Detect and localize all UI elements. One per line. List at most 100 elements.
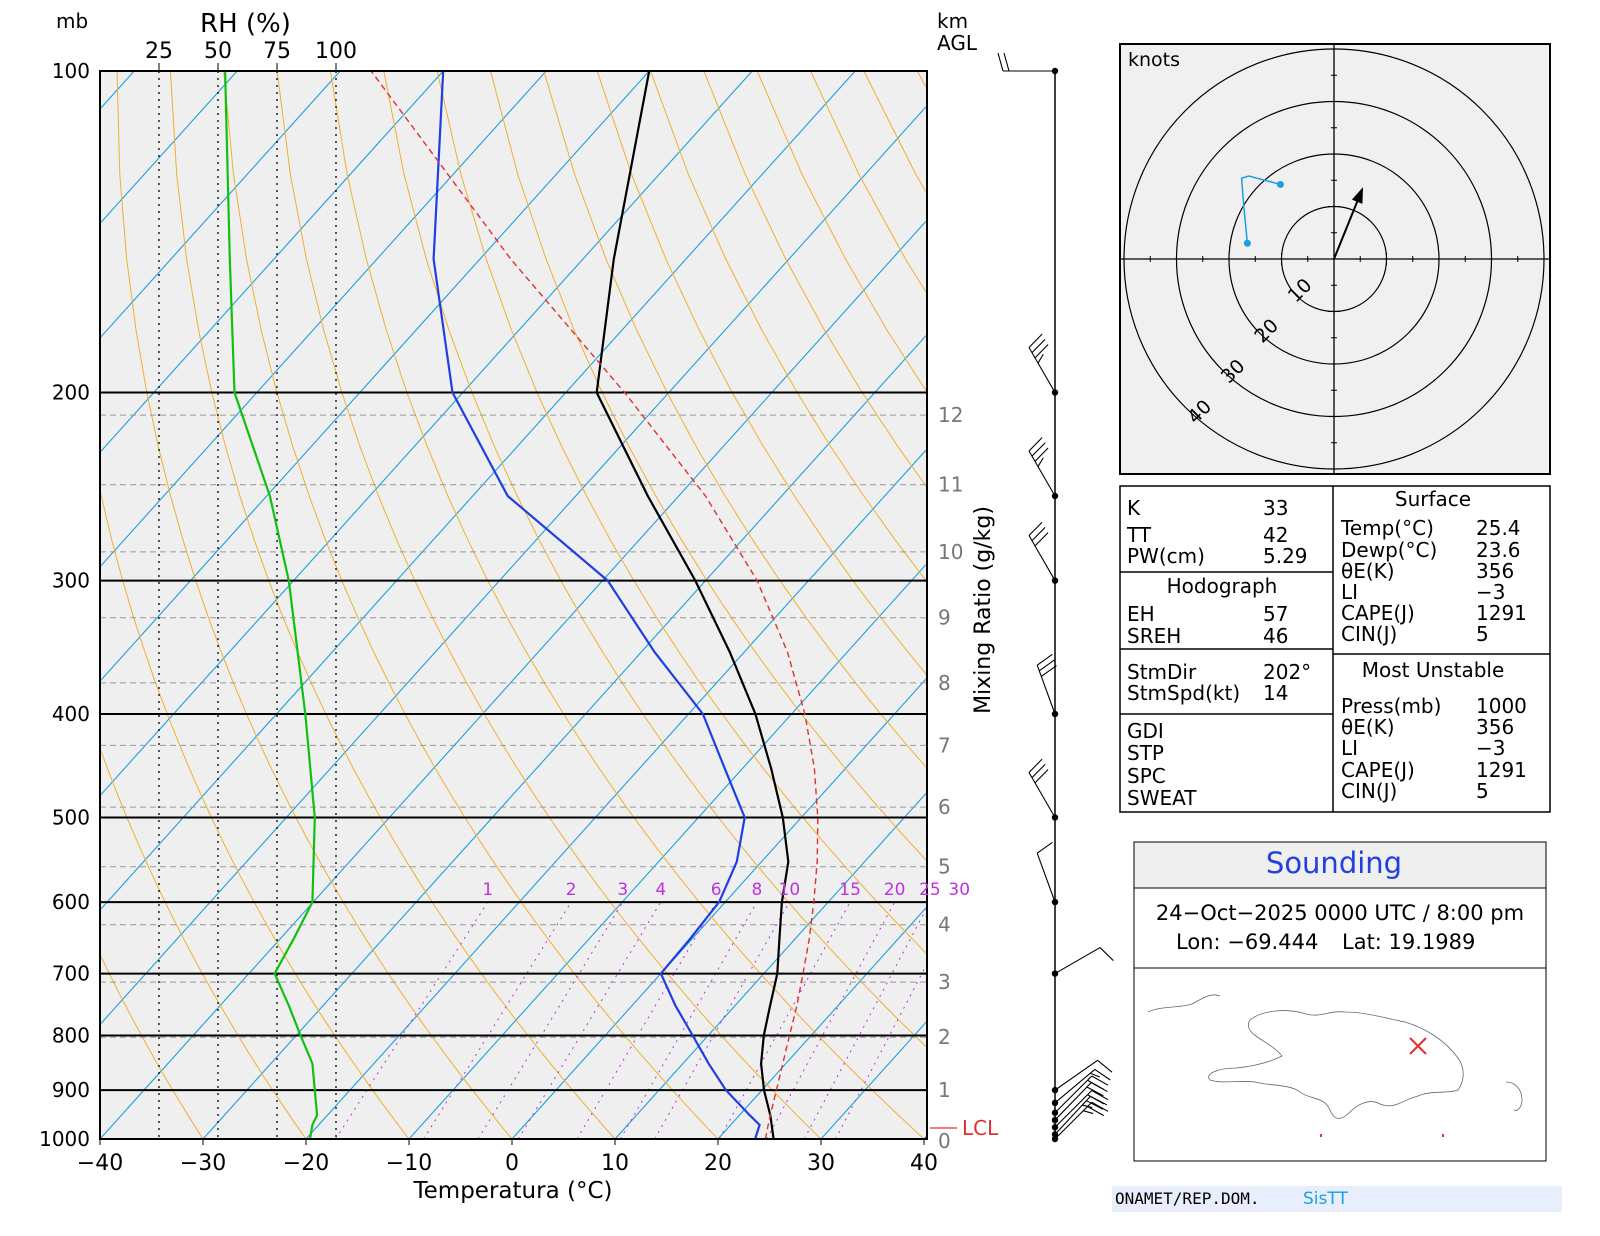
mixing-ratio-line	[803, 906, 927, 1139]
rh-axis-title: RH (%)	[200, 9, 291, 39]
mixing-ratio-label: 15	[839, 880, 861, 900]
wind-barb	[1051, 1059, 1113, 1094]
mixing-ratio-line	[423, 901, 572, 1139]
wind-barb	[1051, 1090, 1109, 1131]
sreh-label: SREH	[1127, 624, 1181, 648]
km-tick-label: 4	[938, 913, 951, 937]
wind-barb-staff	[1036, 664, 1056, 715]
storm-motion-vector	[1333, 190, 1363, 260]
x-tick-label: −20	[283, 1151, 329, 1176]
pressure-tick-label: 600	[52, 890, 90, 914]
surface-temp-value: 25.4	[1476, 516, 1521, 540]
wind-barb-feather	[1038, 659, 1055, 672]
mu-cape-label: CAPE(J)	[1341, 758, 1415, 782]
most-unstable-title: Most Unstable	[1362, 658, 1505, 682]
wind-barb-feather	[997, 52, 1004, 72]
wind-barb-feather	[1036, 653, 1053, 666]
temperature-axis: −40 −30 −20 −10 0 10 20 30 40	[77, 1139, 938, 1176]
wind-barb-feather	[1099, 947, 1114, 962]
wind-barb-feather	[1086, 1100, 1104, 1110]
dry-adiabat-line	[169, 71, 616, 1139]
x-tick-label: 40	[910, 1151, 938, 1176]
footer-source: ONAMET/REP.DOM.	[1115, 1189, 1260, 1208]
wind-barb-staff	[1054, 1101, 1093, 1140]
wind-barb-feather	[1082, 1104, 1093, 1109]
wind-barb	[1051, 1101, 1109, 1143]
mu-theta-label: θE(K)	[1341, 715, 1395, 739]
surface-dewp-value: 23.6	[1476, 538, 1521, 562]
rh-tick-label: 25	[145, 39, 173, 64]
wind-barb-feather	[1083, 1110, 1094, 1115]
dry-adiabat-line	[116, 71, 513, 1139]
sounding-meta-box	[1133, 887, 1547, 969]
tt-value: 42	[1263, 523, 1288, 547]
wind-barb-feather	[1034, 532, 1049, 547]
wind-barb-feather	[1034, 769, 1049, 784]
wind-barb-feather	[1087, 1094, 1105, 1105]
wind-barb-staff	[1028, 772, 1056, 818]
mixing-ratio-line	[335, 901, 489, 1139]
surface-cape-label: CAPE(J)	[1341, 601, 1415, 625]
pressure-tick-label: 800	[52, 1024, 90, 1048]
wind-barb-staff	[1054, 1095, 1091, 1135]
isotherm-line	[100, 104, 927, 1026]
wind-barb-feather	[1094, 1068, 1111, 1081]
wind-barb-station-dot	[1051, 1099, 1059, 1107]
rh-grid-lines	[158, 71, 337, 1139]
isotherm-line	[100, 71, 341, 339]
sounding-title: Sounding	[1266, 846, 1402, 880]
mixing-ratio-line	[477, 901, 624, 1139]
isotherm-line	[100, 71, 444, 454]
wind-barb-station-dot	[1051, 710, 1059, 718]
x-tick-label: −30	[180, 1151, 226, 1176]
sounding-datetime: 24−Oct−2025 0000 UTC / 8:00 pm	[1156, 901, 1524, 925]
mixing-ratio-label: 25	[919, 880, 941, 900]
mixing-ratio-label: 1	[482, 880, 493, 900]
dry-adiabat-line	[100, 487, 410, 1139]
pressure-tick-label: 900	[52, 1078, 90, 1102]
indices-table: K 33 TT 42 PW(cm) 5.29 Hodograph EH 57 S…	[1119, 485, 1551, 813]
mixing-ratio-label: 3	[617, 880, 628, 900]
pressure-tick-label: 500	[52, 805, 90, 829]
mixing-ratio-label: 2	[566, 880, 577, 900]
rh-tick-label: 50	[204, 39, 232, 64]
wind-barb-feather	[1031, 442, 1046, 457]
sounding-lat: Lat: 19.1989	[1342, 930, 1475, 954]
x-axis-title: Temperatura (°C)	[413, 1178, 613, 1204]
dry-adiabat-line	[329, 71, 925, 1139]
k-label: K	[1127, 496, 1141, 520]
wind-barb-station-dot	[1051, 577, 1059, 584]
agl-label: AGL	[937, 31, 978, 55]
km-tick-label: 10	[938, 540, 963, 564]
isotherm-line	[202, 333, 927, 1139]
wind-barb-feather	[1091, 1090, 1109, 1101]
dry-adiabat-line	[650, 71, 927, 583]
wind-barb-feather	[1087, 1105, 1105, 1117]
profile-lines	[224, 71, 819, 1139]
wind-barb-staff	[1054, 1068, 1096, 1104]
surface-li-label: LI	[1341, 580, 1358, 604]
mu-li-label: LI	[1341, 736, 1358, 760]
pressure-unit-label: mb	[56, 9, 88, 33]
wind-barb	[1036, 841, 1059, 906]
dry-adiabat-line	[490, 71, 927, 862]
mixing-ratio-line	[718, 901, 851, 1139]
mu-press-value: 1000	[1476, 694, 1527, 718]
wind-barb-column	[997, 52, 1114, 1143]
wind-barb-feather	[1040, 665, 1057, 677]
surface-theta-label: θE(K)	[1341, 559, 1395, 583]
isotherm-line	[100, 71, 753, 797]
hodograph-units: knots	[1128, 49, 1180, 71]
wind-barb-feather	[1091, 1101, 1109, 1112]
wind-barb-feather	[1091, 1075, 1109, 1086]
wind-barb-staff	[1036, 853, 1056, 903]
wind-barb-station-dot	[1051, 1135, 1059, 1143]
x-tick-label: 0	[505, 1151, 519, 1176]
mixing-ratio-lines	[335, 901, 927, 1139]
wind-barb-station-dot	[1051, 1109, 1059, 1116]
mixing-ratio-axis-title: Mixing Ratio (g/kg)	[971, 506, 996, 714]
wind-barb-staff	[1054, 1090, 1093, 1128]
wind-barb-staff	[1028, 347, 1056, 393]
